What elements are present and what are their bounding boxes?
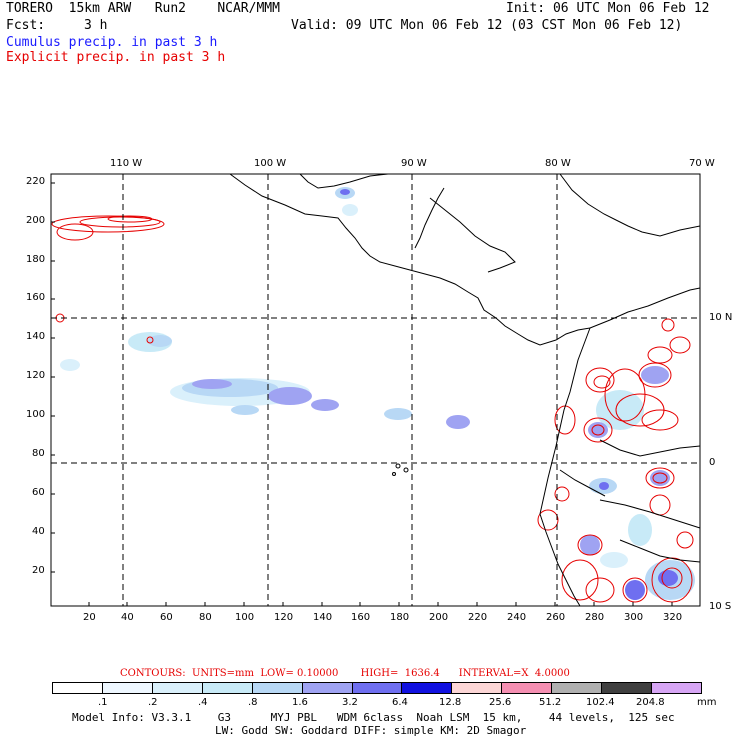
lon-label-70w: 70 W [689,158,715,169]
coastlines [229,173,701,607]
map-frame [50,173,701,607]
colorbar-label: 12.8 [439,697,462,708]
colorbar-label: 6.4 [392,697,408,708]
colorbar-label: 51.2 [539,697,562,708]
x-tick: 300 [624,612,644,623]
colorbar-segment [352,683,403,693]
init-time: Init: 06 UTC Mon 06 Feb 12 [506,1,710,16]
x-tick: 160 [351,612,371,623]
colorbar-label: 25.6 [489,697,512,708]
colorbar-segment [502,683,553,693]
colorbar-segment [302,683,353,693]
cumulus-precip-shading [60,187,695,600]
colorbar-segment [102,683,153,693]
forecast-hours: 3 h [84,18,108,33]
colorbar-label: .1 [98,697,108,708]
x-tick: 240 [507,612,527,623]
colorbar-label: 1.6 [292,697,308,708]
lat-label-0: 0 [709,457,716,468]
y-tick: 120 [26,370,46,381]
y-tick: 40 [32,526,45,537]
x-tick: 60 [160,612,173,623]
x-tick: 40 [121,612,134,623]
precip-colorbar [52,682,702,694]
colorbar-segment [652,683,701,693]
lat-label-10n: 10 N [709,312,733,323]
axis-ticks [51,182,673,606]
colorbar-label: .4 [198,697,208,708]
colorbar-label: 3.2 [342,697,358,708]
x-tick: 320 [663,612,683,623]
colorbar-segment [152,683,203,693]
colorbar-segment [252,683,303,693]
x-tick: 220 [468,612,488,623]
cumulus-legend: Cumulus precip. in past 3 h [6,35,218,50]
x-tick: 100 [235,612,255,623]
colorbar-label: .8 [248,697,258,708]
x-tick: 280 [585,612,605,623]
x-tick: 260 [546,612,566,623]
colorbar-segment [552,683,603,693]
y-tick: 180 [26,254,46,265]
explicit-legend: Explicit precip. in past 3 h [6,50,226,65]
y-tick: 20 [32,565,45,576]
contour-info: CONTOURS: UNITS=mm LOW= 0.10000 HIGH= 16… [120,668,570,679]
x-tick: 20 [83,612,96,623]
x-tick: 120 [274,612,294,623]
valid-time: Valid: 09 UTC Mon 06 Feb 12 (03 CST Mon … [291,18,683,33]
physics-info: LW: Godd SW: Goddard DIFF: simple KM: 2D… [215,724,527,737]
colorbar-segment [402,683,453,693]
colorbar-segment [452,683,503,693]
y-tick: 140 [26,331,46,342]
model-title: TORERO 15km ARW Run2 NCAR/MMM [6,1,280,16]
x-tick: 140 [313,612,333,623]
colorbar-unit: mm [697,697,717,708]
y-tick: 100 [26,409,46,420]
y-tick: 200 [26,215,46,226]
forecast-label: Fcst: [6,18,46,33]
colorbar-segment [202,683,253,693]
y-tick: 220 [26,176,46,187]
y-tick: 160 [26,292,46,303]
lat-label-10s: 10 S [709,601,732,612]
lat-lon-grid [51,174,700,606]
lon-label-80w: 80 W [545,158,571,169]
lon-label-90w: 90 W [401,158,427,169]
colorbar-label: .2 [148,697,158,708]
colorbar-label: 204.8 [636,697,665,708]
lon-label-100w: 100 W [254,158,287,169]
x-tick: 200 [429,612,449,623]
colorbar-segment [602,683,653,693]
colorbar-segment [53,683,103,693]
colorbar-label: 102.4 [586,697,615,708]
model-info: Model Info: V3.3.1 G3 MYJ PBL WDM 6class… [72,711,675,724]
y-tick: 60 [32,487,45,498]
lon-label-110w: 110 W [110,158,143,169]
x-tick: 180 [390,612,410,623]
x-tick: 80 [199,612,212,623]
y-tick: 80 [32,448,45,459]
